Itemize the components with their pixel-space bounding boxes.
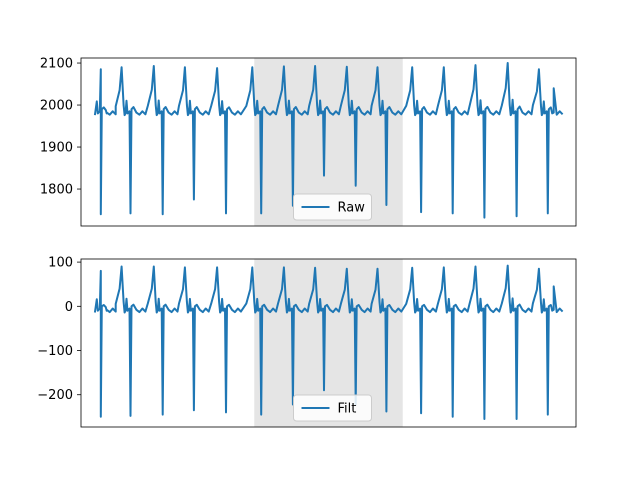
legend[interactable]: Raw xyxy=(293,193,372,221)
y-tick-label: −200 xyxy=(37,388,73,403)
y-axis: 1800 1900 2000 2100 xyxy=(40,57,81,198)
y-axis: −200 −100 0 100 xyxy=(37,256,81,403)
legend[interactable]: Filt xyxy=(293,394,372,422)
raw-series-line xyxy=(93,62,564,219)
plot-frame xyxy=(80,57,577,227)
y-tick-label: 2100 xyxy=(40,57,73,72)
legend-label-raw: Raw xyxy=(338,201,366,216)
y-tick-label: 100 xyxy=(48,256,73,271)
y-tick-label: 1800 xyxy=(40,183,73,198)
y-tick-label: −100 xyxy=(37,344,73,359)
raw-panel: 1800 1900 2000 2100 Raw xyxy=(40,57,577,227)
plot-frame xyxy=(80,258,577,428)
y-tick-label: 0 xyxy=(65,300,73,315)
filt-panel: −200 −100 0 100 Filt xyxy=(37,256,577,428)
y-tick-label: 2000 xyxy=(40,99,73,114)
filt-series-line xyxy=(93,264,564,420)
legend-label-filt: Filt xyxy=(338,402,357,417)
legend-box xyxy=(293,193,372,221)
y-tick-label: 1900 xyxy=(40,141,73,156)
legend-box xyxy=(293,394,372,422)
